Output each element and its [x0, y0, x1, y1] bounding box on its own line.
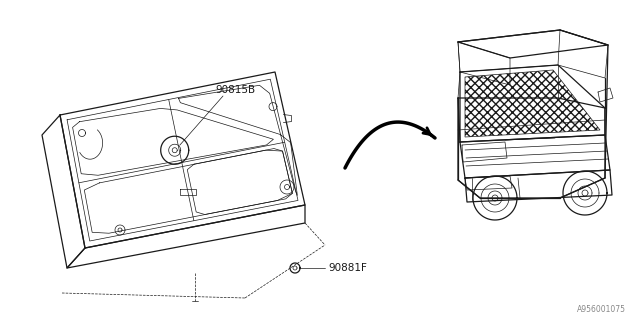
Text: 90881F: 90881F	[328, 263, 367, 273]
Text: A956001075: A956001075	[577, 305, 626, 314]
Text: 90815B: 90815B	[215, 85, 255, 95]
